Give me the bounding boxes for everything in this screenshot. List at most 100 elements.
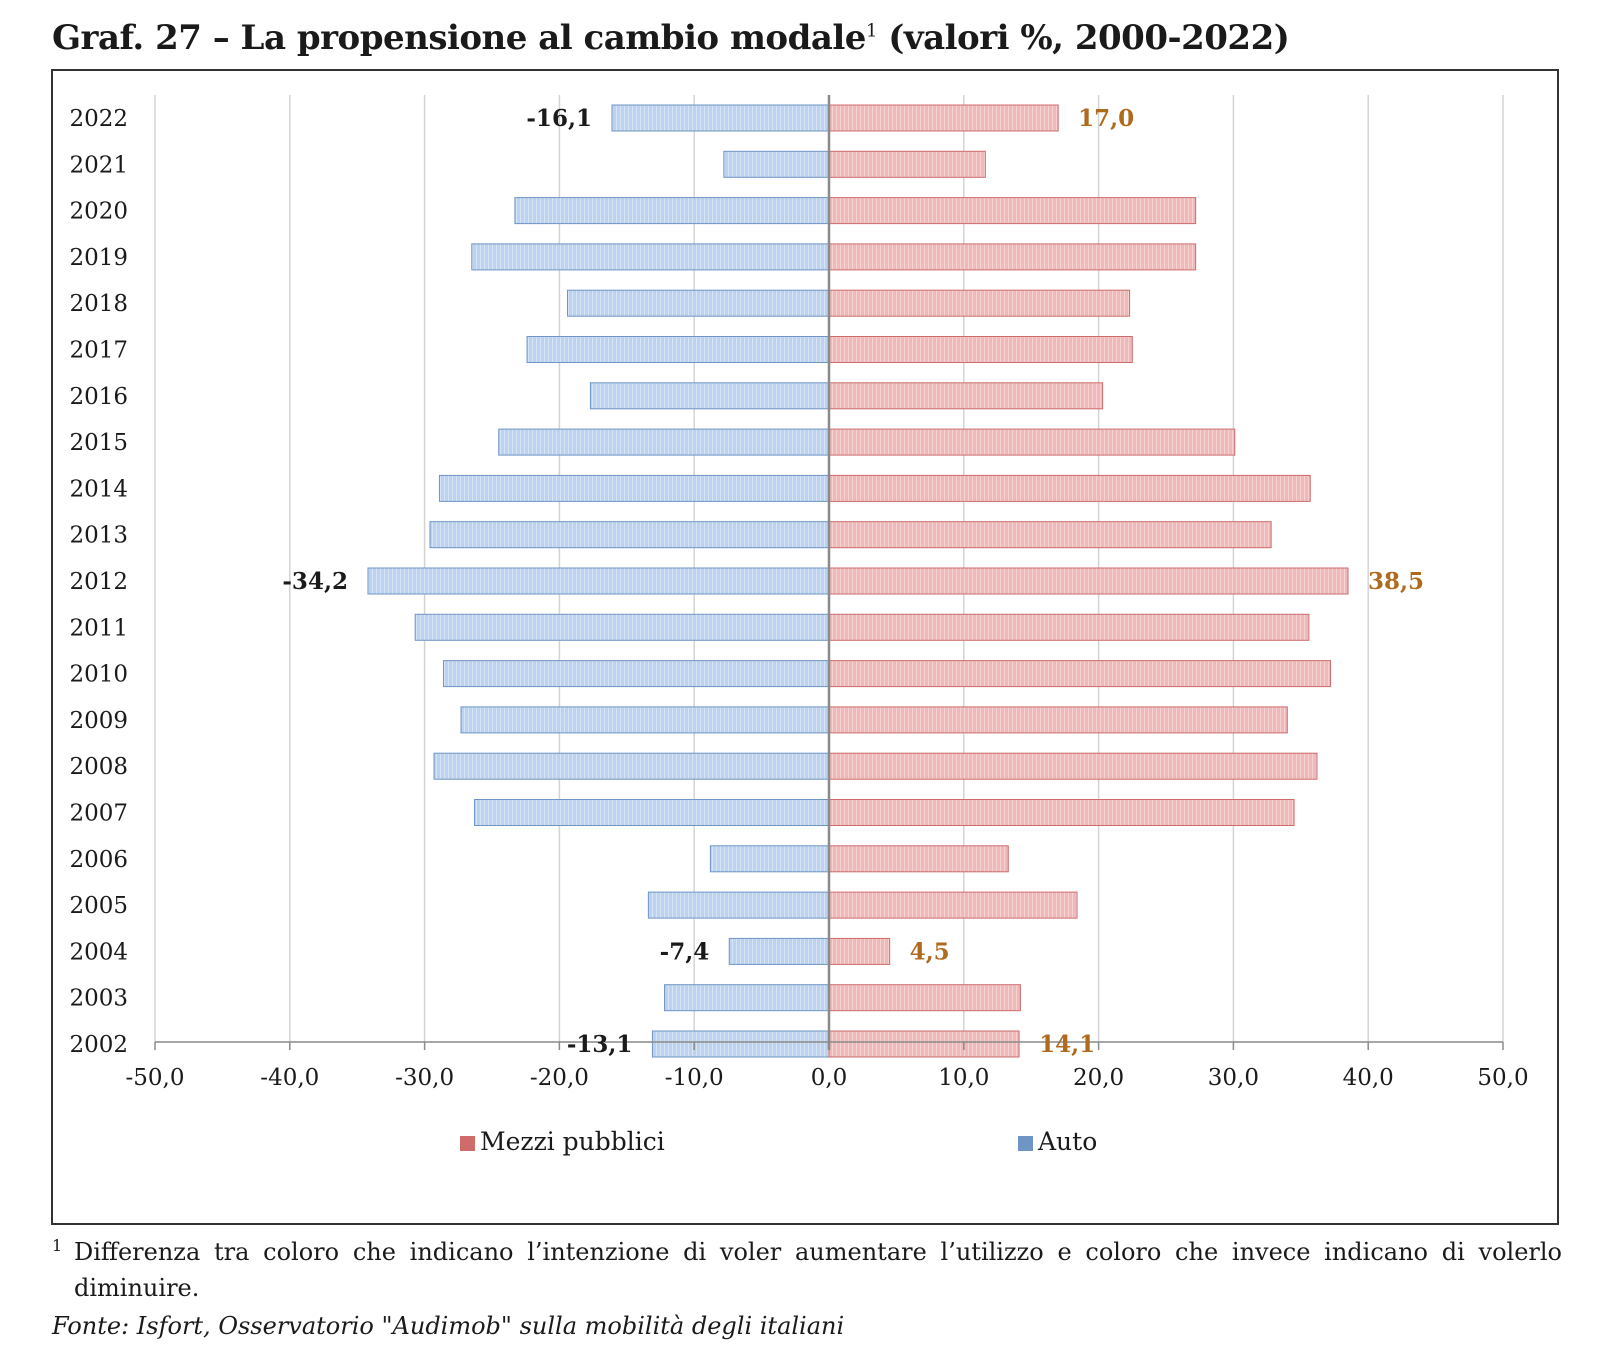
x-tick-label: 20,0: [1073, 1065, 1124, 1091]
bar-auto: [433, 752, 830, 780]
y-tick-label: 2003: [69, 986, 128, 1012]
chart-frame: [51, 69, 1559, 1225]
data-label: -16,1: [526, 105, 592, 132]
bar-mezzi-pubblici: [828, 660, 1331, 688]
bar-mezzi-pubblici: [828, 799, 1295, 826]
legend-swatch: [1018, 1136, 1033, 1151]
y-tick-label: 2008: [69, 754, 128, 780]
bar-auto: [514, 197, 830, 225]
y-tick-label: 2022: [69, 106, 128, 132]
y-tick-label: 2021: [69, 152, 128, 178]
footnote-text: Differenza tra coloro che indicano l’int…: [74, 1238, 1562, 1302]
bar-auto: [647, 891, 830, 919]
data-label: 14,1: [1039, 1031, 1095, 1058]
bar-chart: -50,0 -40,0 -30,0 -20,0 -10,0 0,0 10,0 20,0 30,0…: [69, 95, 1529, 1156]
bar-auto: [442, 660, 830, 688]
legend-swatch: [460, 1136, 475, 1151]
y-tick-label: 2017: [69, 338, 128, 364]
footnote-mark: 1: [52, 1236, 63, 1255]
y-tick-label: 2018: [69, 291, 128, 317]
bar-auto: [709, 845, 830, 873]
bar-mezzi-pubblici: [828, 474, 1311, 502]
title-footnote-mark: 1: [865, 20, 877, 42]
y-tick-label: 2013: [69, 523, 128, 549]
bar-auto: [438, 474, 830, 502]
bar-auto: [471, 243, 830, 271]
bar-auto: [728, 937, 830, 965]
x-tick-label: 50,0: [1477, 1065, 1528, 1091]
footnote: 1 Differenza tra coloro che indicano l’i…: [52, 1234, 1562, 1306]
legend-item-auto: Auto: [1018, 1127, 1097, 1156]
data-labels: -16,1 17,0 -34,2 38,5 -7,4 4,5 -13,1 14,1: [282, 105, 1424, 1058]
bar-mezzi-pubblici: [828, 706, 1288, 734]
bar-auto: [589, 382, 830, 410]
legend-label: Mezzi pubblici: [480, 1127, 665, 1156]
bar-auto: [566, 289, 830, 317]
y-tick-label: 2015: [69, 430, 128, 456]
data-label: 4,5: [910, 938, 950, 965]
bar-auto: [611, 104, 830, 132]
y-tick-label: 2014: [69, 476, 128, 502]
data-label: 38,5: [1368, 568, 1424, 595]
bar-auto: [367, 567, 830, 595]
bar-mezzi-pubblici: [828, 937, 891, 965]
y-tick-label: 2002: [69, 1032, 128, 1058]
bar-mezzi-pubblici: [828, 845, 1009, 873]
y-tick-label: 2005: [69, 893, 128, 919]
chart-title: Graf. 27 – La propensione al cambio moda…: [52, 18, 1290, 58]
bar-auto: [498, 428, 830, 456]
chart-title-suffix: (valori %, 2000-2022): [876, 18, 1290, 58]
x-tick-label: -50,0: [126, 1065, 185, 1091]
y-tick-label: 2012: [69, 569, 128, 595]
chart-title-text: Graf. 27 – La propensione al cambio moda…: [52, 18, 866, 58]
bar-auto: [723, 150, 830, 178]
bar-mezzi-pubblici: [828, 891, 1078, 919]
data-label: -34,2: [282, 568, 348, 595]
x-tick-label: -10,0: [665, 1065, 724, 1091]
legend-label: Auto: [1037, 1127, 1097, 1156]
y-tick-label: 2019: [69, 245, 128, 271]
x-tick-label: 0,0: [811, 1065, 848, 1091]
bars: [367, 104, 1349, 1058]
data-label: -13,1: [567, 1031, 633, 1058]
bar-mezzi-pubblici: [828, 1030, 1020, 1058]
bar-mezzi-pubblici: [828, 521, 1272, 549]
y-tick-label: 2007: [69, 801, 128, 827]
bar-auto: [460, 706, 830, 734]
bar-mezzi-pubblici: [828, 752, 1318, 780]
axes: -50,0 -40,0 -30,0 -20,0 -10,0 0,0 10,0 20,0 30,0…: [69, 95, 1529, 1091]
bar-auto: [664, 984, 830, 1012]
legend: Mezzi pubblici Auto: [460, 1127, 1097, 1156]
x-tick-label: -40,0: [260, 1065, 319, 1091]
y-tick-label: 2020: [69, 199, 128, 225]
y-tick-label: 2004: [69, 939, 128, 965]
y-tick-label: 2016: [69, 384, 128, 410]
bar-mezzi-pubblici: [828, 336, 1133, 363]
bar-mezzi-pubblici: [828, 613, 1310, 641]
bar-mezzi-pubblici: [828, 104, 1059, 132]
bar-auto: [526, 336, 830, 363]
x-tick-label: 10,0: [938, 1065, 989, 1091]
x-tick-label: -30,0: [395, 1065, 454, 1091]
data-label: 17,0: [1078, 105, 1134, 132]
bar-mezzi-pubblici: [828, 567, 1349, 595]
bar-mezzi-pubblici: [828, 382, 1104, 410]
bar-mezzi-pubblici: [828, 289, 1131, 317]
bar-auto: [473, 799, 830, 826]
bar-mezzi-pubblici: [828, 984, 1021, 1012]
bar-mezzi-pubblici: [828, 150, 986, 178]
x-tick-label: 40,0: [1343, 1065, 1394, 1091]
bar-auto: [651, 1030, 830, 1058]
y-tick-label: 2006: [69, 847, 128, 873]
y-tick-label: 2011: [69, 615, 128, 641]
bar-mezzi-pubblici: [828, 428, 1236, 456]
x-tick-label: 30,0: [1208, 1065, 1259, 1091]
bar-mezzi-pubblici: [828, 243, 1197, 271]
legend-item-mezzi-pubblici: Mezzi pubblici: [460, 1127, 665, 1156]
bar-mezzi-pubblici: [828, 197, 1197, 225]
data-label: -7,4: [660, 938, 710, 965]
y-tick-label: 2010: [69, 662, 128, 688]
bar-auto: [429, 521, 830, 549]
x-tick-label: -20,0: [530, 1065, 589, 1091]
source-note: Fonte: Isfort, Osservatorio "Audimob" su…: [52, 1312, 845, 1340]
